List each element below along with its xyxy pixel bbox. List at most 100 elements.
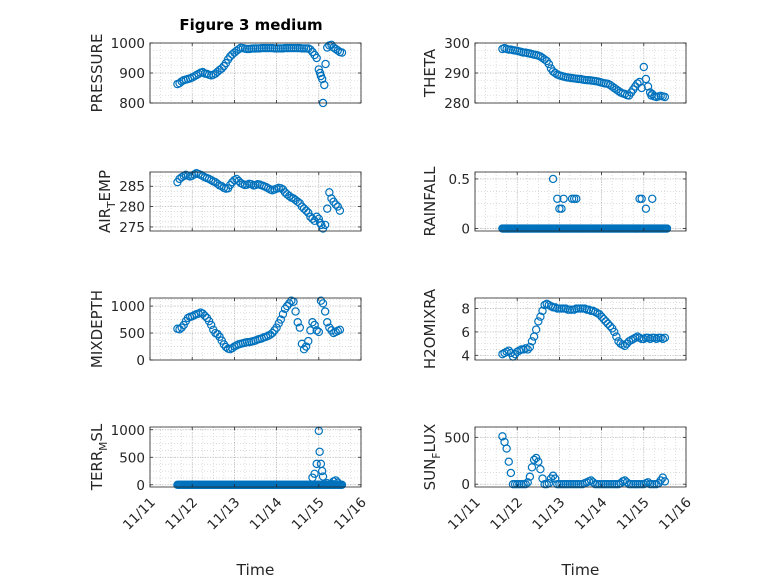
data-point: [502, 444, 511, 453]
data-point: [213, 329, 222, 339]
data-point: [312, 212, 321, 221]
data-point: [217, 64, 226, 73]
data-point: [320, 220, 330, 230]
data-point: [544, 59, 554, 69]
data-point: [337, 48, 347, 57]
data-point: [278, 309, 288, 319]
data-point: [320, 307, 330, 316]
data-point: [337, 480, 347, 489]
data-point: [536, 312, 545, 321]
data-point: [637, 83, 646, 93]
y-axis-label: THETA: [421, 48, 439, 98]
data-point: [637, 194, 646, 203]
data-point: [538, 474, 547, 483]
data-point: [662, 224, 672, 233]
series-points: [173, 40, 347, 108]
data-point: [331, 476, 340, 485]
y-tick-label: 0: [136, 478, 145, 494]
data-point: [198, 309, 207, 318]
data-point: [506, 468, 516, 478]
data-point: [301, 206, 311, 215]
data-point: [314, 327, 323, 337]
data-point: [318, 299, 328, 308]
subplot-sun_flux: 11/11 11/12 11/13 11/14 11/15 11/16 0 500SUNFLU…: [421, 424, 695, 579]
y-tick-label: 0: [461, 477, 470, 493]
data-point: [175, 325, 184, 334]
y-tick-label: 1000: [111, 423, 145, 439]
data-point: [323, 43, 332, 52]
series-points: [173, 296, 345, 354]
data-point: [323, 318, 332, 327]
data-point: [333, 202, 342, 211]
data-point: [299, 345, 309, 354]
grid: [474, 427, 687, 487]
data-point: [200, 311, 210, 320]
data-point: [557, 204, 566, 213]
data-point: [610, 327, 619, 337]
y-tick-label: 8: [461, 302, 470, 318]
y-tick-label: 0.5: [449, 172, 470, 188]
data-point: [268, 328, 277, 338]
x-tick-label: 11/13: [529, 495, 568, 534]
y-tick-label: 0: [136, 353, 145, 369]
data-point: [293, 197, 302, 206]
series-points: [498, 432, 670, 489]
data-point: [270, 326, 279, 335]
data-point: [633, 79, 642, 88]
data-point: [333, 46, 342, 55]
data-point: [280, 304, 290, 313]
grid: [149, 172, 362, 231]
data-point: [228, 343, 237, 353]
x-tick-label: 11/12: [487, 495, 526, 534]
data-point: [548, 174, 558, 184]
y-axis-label: RAINFALL: [421, 166, 439, 237]
series-points: [498, 299, 670, 361]
series-points: [498, 43, 670, 102]
data-point: [321, 59, 330, 69]
data-point: [310, 216, 319, 226]
x-axis-label: Time: [236, 561, 275, 579]
data-point: [213, 179, 222, 188]
data-point: [304, 208, 313, 217]
data-point: [641, 204, 651, 213]
x-tick-label: 11/11: [445, 495, 484, 534]
subplot-rainfall: 0 0.5 RAINFALL: [421, 166, 687, 238]
x-tick-label: 11/15: [289, 495, 328, 534]
subplot-h2omixra: 4 6 8 H2OMIXRA: [421, 288, 687, 369]
y-tick-label: 4: [461, 348, 470, 364]
y-axis-label: H2OMIXRA: [421, 288, 439, 369]
data-point: [531, 325, 541, 334]
data-point: [523, 345, 532, 354]
data-point: [597, 312, 606, 321]
data-point: [333, 478, 342, 487]
y-tick-label: 300: [444, 36, 470, 52]
grid: [149, 427, 362, 487]
y-tick-label: 800: [119, 96, 145, 112]
data-point: [327, 40, 336, 50]
data-point: [317, 466, 327, 476]
data-point: [266, 330, 275, 339]
y-tick-label: 500: [444, 430, 470, 446]
x-tick-label: 11/16: [331, 495, 370, 534]
y-tick-label: 1000: [111, 299, 145, 315]
x-tick-label: 11/16: [656, 495, 695, 534]
data-point: [312, 326, 321, 335]
data-point: [521, 479, 530, 489]
data-point: [318, 472, 328, 481]
series-points: [498, 174, 672, 233]
grid: [474, 298, 687, 360]
data-point: [177, 323, 186, 332]
data-point: [504, 346, 513, 355]
data-point: [301, 342, 311, 351]
y-axis-label: PRESSURE: [88, 34, 106, 113]
data-point: [504, 457, 513, 466]
data-point: [527, 337, 537, 346]
y-tick-label: 900: [119, 66, 145, 82]
data-point: [601, 317, 611, 326]
subplot-terr_msl: 11/11 11/12 11/13 11/14 11/15 11/16 0 500 1000TE…: [88, 423, 370, 579]
data-point: [660, 333, 670, 342]
x-tick-label: 11/11: [120, 495, 159, 534]
data-point: [206, 320, 216, 330]
x-tick-label: 11/15: [614, 495, 653, 534]
